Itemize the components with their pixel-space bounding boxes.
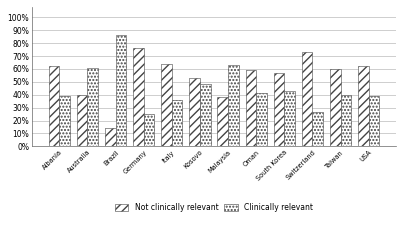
Bar bbox=[59, 96, 70, 146]
Bar bbox=[116, 35, 126, 146]
Bar bbox=[246, 70, 256, 146]
Bar bbox=[189, 78, 200, 146]
Bar bbox=[330, 69, 341, 146]
Bar bbox=[312, 111, 323, 146]
Legend: Not clinically relevant, Clinically relevant: Not clinically relevant, Clinically rele… bbox=[115, 203, 313, 212]
Bar bbox=[87, 68, 98, 146]
Bar bbox=[284, 91, 295, 146]
Bar bbox=[172, 100, 182, 146]
Bar bbox=[217, 97, 228, 146]
Bar bbox=[133, 48, 144, 146]
Bar bbox=[161, 64, 172, 146]
Bar bbox=[341, 95, 351, 146]
Bar bbox=[274, 73, 284, 146]
Bar bbox=[302, 52, 312, 146]
Bar bbox=[256, 93, 267, 146]
Bar bbox=[48, 66, 59, 146]
Bar bbox=[228, 65, 239, 146]
Bar bbox=[105, 128, 116, 146]
Bar bbox=[358, 66, 369, 146]
Bar bbox=[200, 84, 211, 146]
Bar bbox=[77, 95, 87, 146]
Bar bbox=[144, 114, 154, 146]
Bar bbox=[369, 96, 380, 146]
